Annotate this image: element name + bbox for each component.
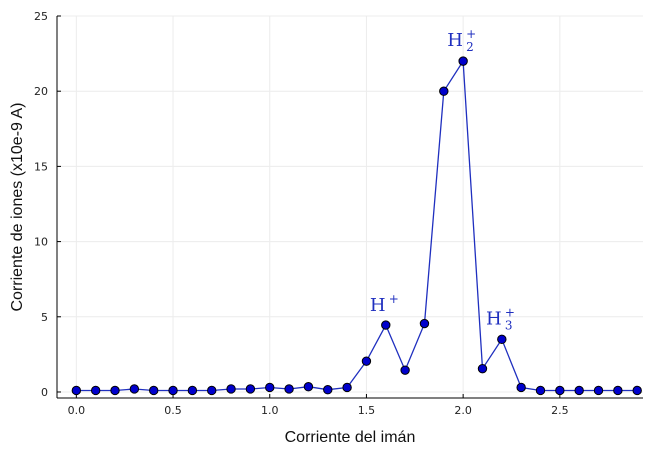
data-point bbox=[265, 382, 275, 393]
data-point bbox=[381, 320, 391, 330]
peak-label-base: H bbox=[370, 295, 386, 316]
data-point bbox=[458, 56, 468, 66]
grid bbox=[57, 15, 643, 398]
data-point bbox=[245, 384, 256, 394]
data-point bbox=[168, 385, 178, 396]
data-point bbox=[110, 385, 120, 396]
data-point bbox=[497, 334, 507, 345]
x-tick-label: 0.0 bbox=[68, 404, 86, 417]
peak-label-sup: + bbox=[389, 292, 399, 306]
y-axis-label: Corriente de iones (x10e-9 A) bbox=[9, 103, 26, 312]
data-point bbox=[361, 356, 372, 366]
data-point bbox=[342, 382, 352, 393]
data-point bbox=[477, 363, 488, 374]
data-series bbox=[71, 56, 642, 396]
peak-label: H +3 bbox=[486, 305, 515, 332]
x-tick-label: 1.5 bbox=[358, 404, 376, 417]
data-point bbox=[555, 385, 565, 396]
data-point bbox=[439, 86, 449, 96]
peak-label: H +2 bbox=[447, 27, 476, 54]
y-tick-label: 5 bbox=[41, 311, 48, 324]
tick-labels: 0.0 0.5 1.0 1.5 2.0 2.5 0 5 10 15 20 25 bbox=[34, 10, 569, 417]
data-point bbox=[129, 384, 140, 394]
data-point bbox=[613, 385, 623, 396]
y-tick-label: 10 bbox=[34, 236, 48, 249]
data-point bbox=[303, 382, 314, 392]
data-point bbox=[516, 382, 526, 393]
y-tick-label: 15 bbox=[34, 160, 48, 173]
data-point bbox=[71, 385, 82, 396]
peak-label-base: H bbox=[447, 30, 463, 51]
data-point bbox=[90, 385, 101, 396]
y-tick-label: 0 bbox=[41, 386, 48, 399]
data-point bbox=[207, 385, 217, 396]
x-tick-label: 2.0 bbox=[454, 404, 472, 417]
data-point bbox=[148, 385, 159, 396]
x-tick-label: 1.0 bbox=[261, 404, 279, 417]
peak-label-sup: + bbox=[466, 27, 476, 41]
y-tick-label: 20 bbox=[34, 85, 48, 98]
data-point bbox=[226, 384, 236, 394]
x-tick-label: 2.5 bbox=[551, 404, 569, 417]
data-point bbox=[574, 385, 584, 396]
data-point bbox=[535, 385, 546, 396]
data-point bbox=[323, 385, 333, 395]
peak-annotations: H +H +2H +3 bbox=[370, 27, 515, 332]
data-point bbox=[400, 365, 410, 375]
data-point bbox=[632, 385, 642, 396]
data-point bbox=[187, 385, 198, 396]
x-axis-label: Corriente del imán bbox=[285, 429, 416, 446]
data-point bbox=[284, 384, 294, 394]
peak-label-sub: 3 bbox=[505, 318, 513, 332]
data-point bbox=[419, 318, 430, 329]
y-tick-label: 25 bbox=[34, 10, 48, 23]
series-line bbox=[76, 59, 638, 392]
axes bbox=[56, 15, 643, 399]
x-tick-label: 0.5 bbox=[164, 404, 182, 417]
peak-label-sup: + bbox=[505, 305, 515, 319]
peak-label-sub: 2 bbox=[466, 40, 474, 54]
peak-label: H + bbox=[370, 292, 399, 316]
data-point bbox=[593, 385, 604, 396]
peak-label-base: H bbox=[486, 308, 502, 329]
